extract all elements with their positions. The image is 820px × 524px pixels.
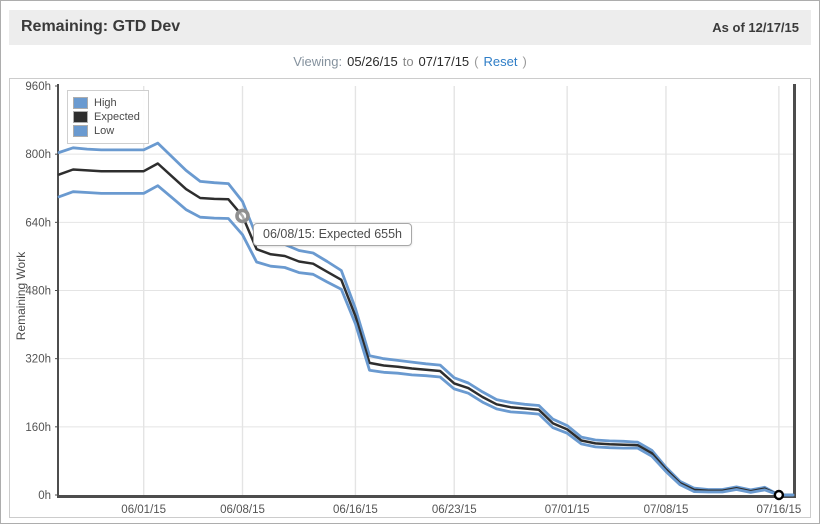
reset-link[interactable]: Reset <box>483 54 518 69</box>
highlighted-point-marker[interactable] <box>235 208 250 224</box>
y-tick-label: 800h <box>25 149 51 161</box>
low-line[interactable] <box>57 184 795 497</box>
page-title: Remaining: GTD Dev <box>21 18 181 35</box>
legend-item-low: Low <box>73 125 140 137</box>
burndown-chart[interactable]: 0h 160h 320h 480h 640h 800h 960h 06/01/15 06/08/… <box>10 79 812 517</box>
y-tick-label: 0h <box>38 490 51 502</box>
y-tick-label: 160h <box>25 422 51 434</box>
y-axis-title: Remaining Work <box>14 251 28 341</box>
tooltip: 06/08/15: Expected 655h <box>253 223 413 246</box>
high-line[interactable] <box>57 141 795 497</box>
viewing-to-word: to <box>402 54 414 69</box>
viewing-label: Viewing: <box>293 54 343 69</box>
chart-panel: 0h 160h 320h 480h 640h 800h 960h 06/01/15 06/08/… <box>9 78 811 518</box>
legend-label-high: High <box>94 97 117 109</box>
y-tick-label: 960h <box>25 81 51 93</box>
legend-item-high: High <box>73 97 140 109</box>
legend-swatch-expected <box>73 111 88 123</box>
end-point-marker[interactable] <box>773 489 785 501</box>
x-tick-label: 06/16/15 <box>333 504 378 516</box>
viewing-controls: Viewing: 05/26/15 to 07/17/15 ( Reset ) <box>1 45 819 78</box>
viewing-to-date: 07/17/15 <box>418 54 470 69</box>
x-tick-label: 07/16/15 <box>757 504 802 516</box>
expected-line[interactable] <box>57 162 795 497</box>
legend-label-expected: Expected <box>94 111 140 123</box>
y-tick-label: 320h <box>25 354 51 366</box>
x-tick-label: 07/01/15 <box>545 504 590 516</box>
paren-close: ) <box>522 54 527 69</box>
y-tick-label: 640h <box>25 217 51 229</box>
as-of-date: As of 12/17/15 <box>712 19 799 35</box>
legend-swatch-high <box>73 97 88 109</box>
legend-swatch-low <box>73 125 88 137</box>
chart-legend: High Expected Low <box>67 90 149 144</box>
x-tick-label: 06/08/15 <box>220 504 265 516</box>
x-tick-label: 06/23/15 <box>432 504 477 516</box>
header-bar: Remaining: GTD Dev As of 12/17/15 <box>9 10 811 45</box>
paren-open: ( <box>474 54 479 69</box>
legend-item-expected: Expected <box>73 111 140 123</box>
legend-label-low: Low <box>94 125 115 137</box>
x-tick-label: 07/08/15 <box>644 504 689 516</box>
x-tick-label: 06/01/15 <box>121 504 166 516</box>
y-tick-label: 480h <box>25 286 51 298</box>
viewing-from-date: 05/26/15 <box>347 54 398 69</box>
